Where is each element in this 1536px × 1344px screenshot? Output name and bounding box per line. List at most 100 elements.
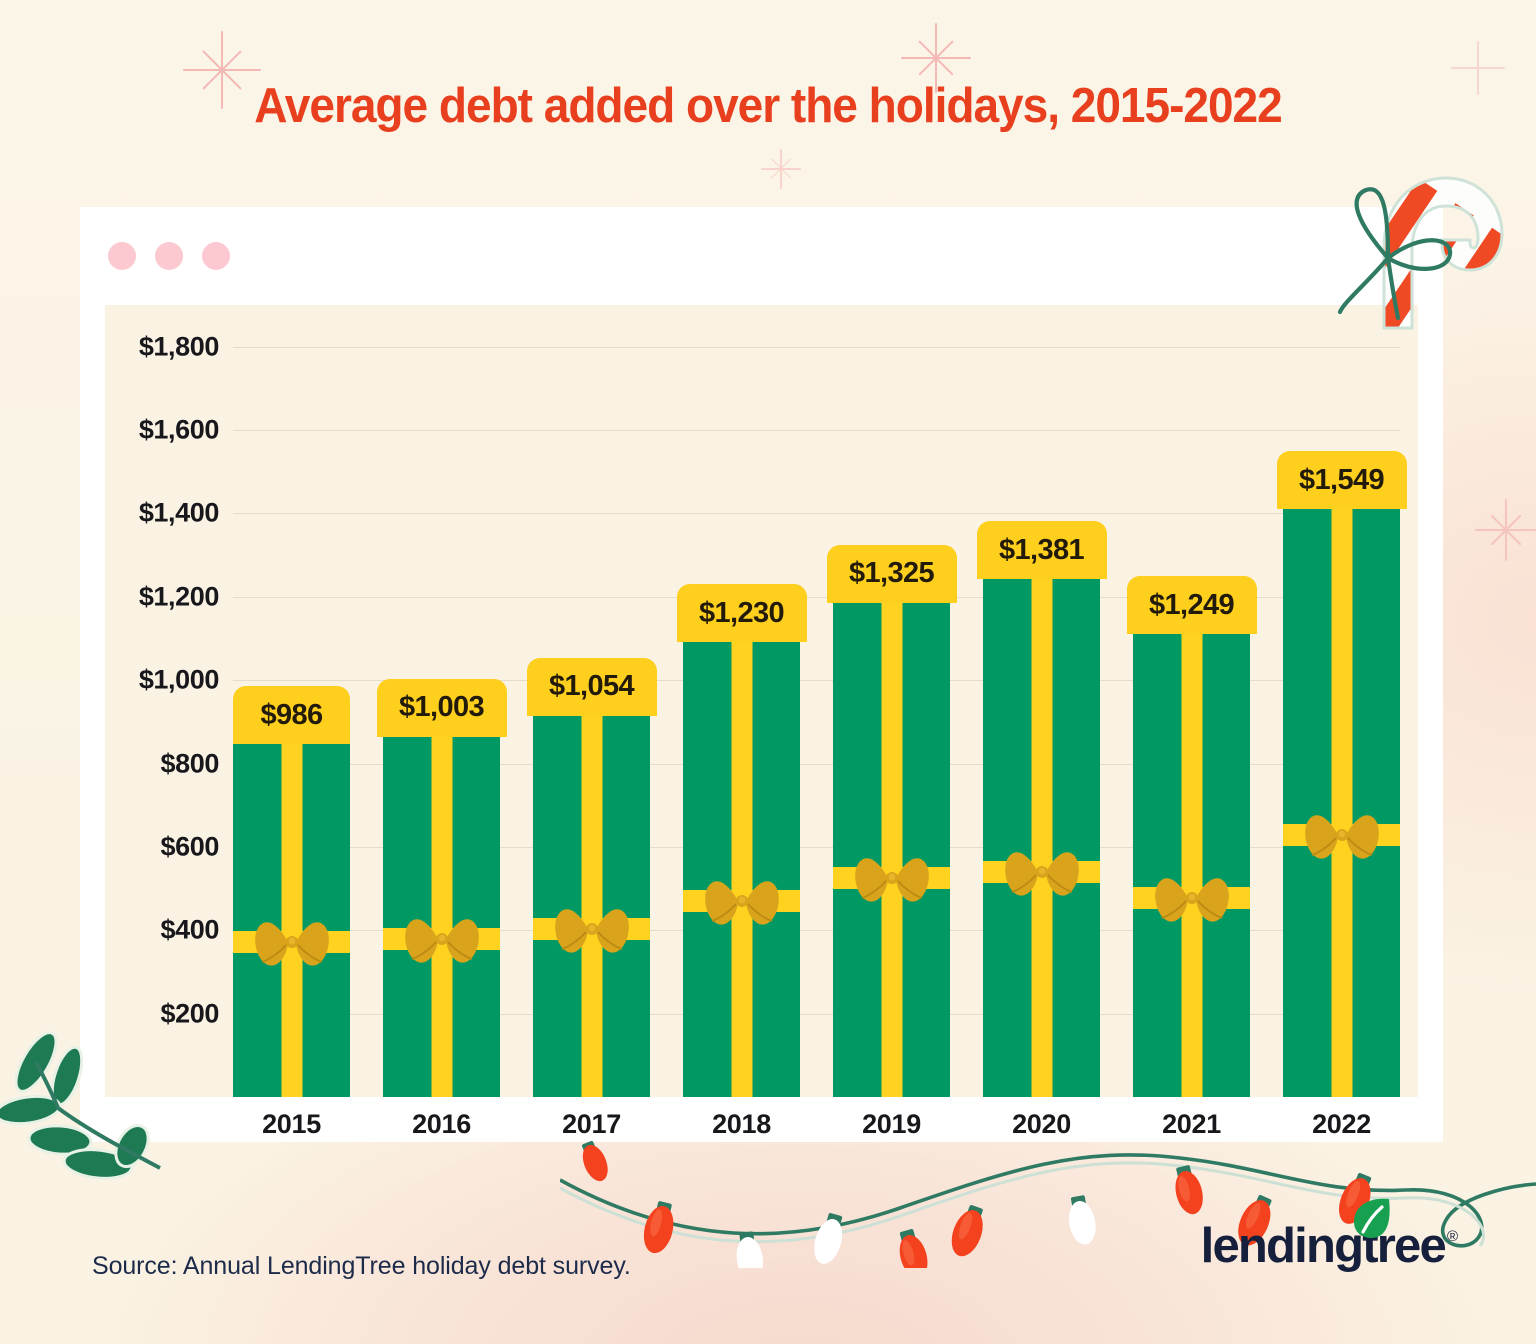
lendingtree-logo[interactable]: lendingtree ® bbox=[1201, 1198, 1458, 1271]
x-axis-labels: 2015 2016 2017 2018 2019 2020 2021 2022 bbox=[233, 1097, 1400, 1157]
gift-box-body bbox=[533, 715, 650, 1097]
bar-value-label: $1,054 bbox=[548, 670, 635, 703]
gridline bbox=[233, 430, 1400, 432]
mistletoe-icon bbox=[0, 1031, 161, 1180]
x-axis-tick-label: 2019 bbox=[862, 1109, 921, 1139]
bar-value-label: $1,003 bbox=[398, 691, 485, 724]
bar-value-cap: $1,381 bbox=[976, 521, 1107, 580]
ribbon-bow bbox=[696, 873, 788, 929]
bar-value-cap: $1,249 bbox=[1126, 576, 1257, 635]
ribbon-bow bbox=[396, 911, 488, 967]
bar-value-label: $1,230 bbox=[698, 596, 785, 629]
gift-box-body bbox=[383, 736, 500, 1097]
bar-value-label: $1,249 bbox=[1148, 588, 1235, 621]
bar-slot: $1,381 bbox=[976, 305, 1107, 1097]
ribbon-vertical bbox=[1031, 579, 1052, 1097]
bar-slot: $1,249 bbox=[1126, 305, 1257, 1097]
gift-box-bar[interactable]: $1,230 bbox=[676, 584, 807, 1097]
ribbon-bow-icon bbox=[704, 881, 779, 925]
bar-slot: $1,003 bbox=[376, 305, 507, 1097]
gift-box-body bbox=[1133, 634, 1250, 1097]
ribbon-bow-icon bbox=[554, 908, 629, 953]
bar-slot: $986 bbox=[233, 305, 350, 1097]
ribbon-bow-icon bbox=[404, 918, 479, 963]
x-axis-tick-label: 2021 bbox=[1162, 1109, 1221, 1139]
y-axis-tick-label: $1,200 bbox=[138, 581, 220, 612]
gift-box-body bbox=[833, 602, 950, 1097]
bar-value-label: $986 bbox=[260, 698, 323, 731]
plot-area: $200 $400 $600 $800 $1,000 $1,200 $1,400 $1,600… bbox=[139, 305, 1407, 1097]
bar-value-cap: $1,054 bbox=[526, 657, 657, 716]
y-axis-tick-label: $1,800 bbox=[138, 331, 220, 362]
ribbon-vertical bbox=[1181, 634, 1202, 1097]
y-axis-tick-label: $600 bbox=[160, 831, 220, 862]
ribbon-bow-icon bbox=[1154, 877, 1229, 922]
ribbon-bow bbox=[1146, 870, 1238, 926]
gift-box-bar[interactable]: $1,249 bbox=[1126, 576, 1257, 1097]
ribbon-bow bbox=[996, 844, 1088, 900]
plot-background: $200 $400 $600 $800 $1,000 $1,200 $1,400 $1,600… bbox=[105, 305, 1418, 1139]
bar-value-cap: $1,325 bbox=[826, 544, 957, 603]
bar-value-label: $1,325 bbox=[848, 557, 935, 590]
gridline bbox=[233, 346, 1400, 348]
gift-box-bar[interactable]: $1,054 bbox=[526, 657, 657, 1097]
chart-card: $200 $400 $600 $800 $1,000 $1,200 $1,400 $1,600… bbox=[80, 207, 1443, 1142]
ribbon-vertical bbox=[581, 715, 602, 1097]
ribbon-vertical bbox=[281, 744, 302, 1097]
ribbon-bow-icon bbox=[1304, 814, 1379, 859]
gridline bbox=[233, 596, 1400, 598]
y-axis-tick-label: $400 bbox=[160, 914, 220, 945]
source-note: Source: Annual LendingTree holiday debt … bbox=[92, 1252, 631, 1280]
gridline bbox=[233, 513, 1400, 515]
string-lights-icon bbox=[560, 1153, 1536, 1268]
bar-value-cap: $1,003 bbox=[376, 678, 507, 737]
bar-slot: $1,230 bbox=[676, 305, 807, 1097]
window-dot-yellow[interactable] bbox=[155, 242, 183, 270]
ribbon-vertical bbox=[731, 642, 752, 1097]
string-lights-bulb-icon bbox=[582, 1140, 608, 1182]
gridline bbox=[233, 680, 1400, 682]
bar-slot: $1,325 bbox=[826, 305, 957, 1097]
x-axis-tick-label: 2017 bbox=[562, 1109, 621, 1139]
ribbon-bow-icon bbox=[254, 922, 329, 966]
ribbon-vertical bbox=[431, 736, 452, 1097]
bar-value-cap: $1,549 bbox=[1276, 451, 1407, 510]
gift-box-body bbox=[1283, 509, 1400, 1097]
gridline bbox=[233, 1013, 1400, 1015]
y-axis-tick-label: $800 bbox=[160, 748, 220, 779]
gift-box-body bbox=[233, 744, 350, 1097]
ribbon-bow-icon bbox=[1004, 852, 1079, 897]
bar-value-label: $1,381 bbox=[998, 533, 1085, 566]
page-title: Average debt added over the holidays, 20… bbox=[254, 79, 1282, 133]
bar-value-label: $1,549 bbox=[1298, 463, 1385, 496]
gift-box-bar[interactable]: $1,549 bbox=[1276, 451, 1407, 1097]
y-axis-tick-label: $1,400 bbox=[138, 497, 220, 528]
gift-box-bar[interactable]: $1,381 bbox=[976, 521, 1107, 1097]
gridline bbox=[233, 846, 1400, 848]
window-dot-red[interactable] bbox=[108, 242, 136, 270]
ribbon-bow bbox=[246, 914, 338, 970]
ribbon-bow bbox=[846, 850, 938, 906]
leaf-icon bbox=[1353, 1198, 1390, 1238]
window-dot-green[interactable] bbox=[202, 242, 230, 270]
ribbon-vertical bbox=[1331, 509, 1352, 1097]
bar-value-cap: $986 bbox=[233, 686, 350, 744]
bar-slot: $1,549 bbox=[1276, 305, 1407, 1097]
x-axis-tick-label: 2015 bbox=[262, 1109, 321, 1139]
ribbon-bow-icon bbox=[854, 858, 929, 902]
gridline bbox=[233, 763, 1400, 765]
ribbon-vertical bbox=[881, 602, 902, 1097]
bar-value-cap: $1,230 bbox=[676, 584, 807, 643]
y-axis-tick-label: $200 bbox=[160, 998, 220, 1029]
ribbon-bow bbox=[546, 901, 638, 957]
gift-box-bar[interactable]: $986 bbox=[233, 686, 350, 1097]
bar-series: $986 $1,003 $1,054 $1,230 bbox=[233, 305, 1407, 1097]
x-axis-tick-label: 2018 bbox=[712, 1109, 771, 1139]
x-axis-tick-label: 2022 bbox=[1312, 1109, 1371, 1139]
bar-slot: $1,054 bbox=[526, 305, 657, 1097]
y-axis-tick-label: $1,600 bbox=[138, 414, 220, 445]
gift-box-bar[interactable]: $1,325 bbox=[826, 544, 957, 1097]
candy-cane-icon bbox=[1337, 176, 1504, 330]
gift-box-bar[interactable]: $1,003 bbox=[376, 678, 507, 1097]
window-dots bbox=[108, 242, 230, 270]
